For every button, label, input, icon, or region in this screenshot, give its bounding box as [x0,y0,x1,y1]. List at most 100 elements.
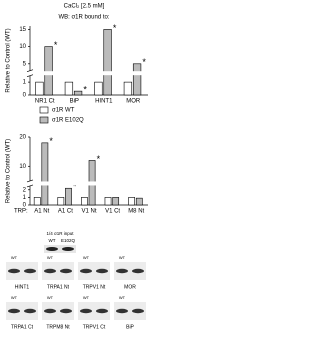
input-lane: E102Q [61,238,76,243]
blot-label: TRPM8 Nt [46,324,70,330]
blot [6,302,38,320]
figure: CaCl₂ [2.5 mM] WB: σ1R bound to: 1/4 σ1R… [6,4,148,330]
blot [114,302,146,320]
blot [6,262,38,280]
blot [78,262,110,280]
y-axis-label: Relative to Control (WT) [6,139,12,203]
bar [33,197,41,206]
x-tick-label: M8 Nt [128,209,144,215]
y-tick-label: 1 [23,195,27,201]
y-axis-label: Relative to Control (WT) [6,28,12,92]
bar [81,197,88,206]
y-tick-label: 0 [23,203,27,209]
axis-break [27,71,148,76]
break-mark [26,179,34,183]
bar [41,142,49,206]
legend-swatch [39,106,49,114]
significance: * [113,23,117,33]
break-mark [26,184,34,188]
title: CaCl₂ [2.5 mM] [64,4,105,10]
band [62,247,74,251]
blot-label: TRPV1 Ct [83,324,106,330]
y-tick-label: 10 [19,164,26,170]
blot-label: BiP [126,324,134,330]
band [80,268,92,274]
band [60,268,72,274]
legend-label: σ1R WT [52,108,75,114]
blot [114,262,146,280]
significance: * [49,136,53,146]
band [46,247,58,251]
bar [132,63,142,96]
blot [42,302,74,320]
blot [78,302,110,320]
y-tick-label: 15 [19,27,26,33]
band [132,308,144,314]
blot [44,245,76,253]
break-mark [26,74,34,78]
x-tick-label: V1 Ct [105,209,120,215]
band [44,268,56,274]
bar [104,197,112,206]
band [116,268,128,274]
significance: * [54,40,58,50]
lane-label: WT [47,295,54,300]
lane-label: WT [83,295,90,300]
y-tick-label: 20 [19,135,26,141]
x-tick-label: A1 Ct [58,209,73,215]
bar [94,81,103,96]
blot-label: TRPA1 Nt [47,284,70,290]
significance: * [97,154,101,164]
band [24,308,36,314]
band [8,308,20,314]
x-tick-label: NR1 Ct [35,99,55,105]
band [132,268,144,274]
x-tick-label: MOR [126,99,141,105]
x-axis-label: TRP: [14,209,28,215]
blot-label: MOR [124,284,136,290]
significance: * [142,57,146,67]
lane-label: WT [83,255,90,260]
legend-label: σ1R E102Q [52,118,84,124]
x-tick-label: BiP [70,99,79,105]
bar [64,81,74,96]
y-tick-label: 0 [23,93,27,99]
bar [123,81,133,96]
lane-label: WT [11,295,18,300]
bar [73,90,83,96]
bar [57,197,65,206]
band [8,268,20,274]
bar [65,187,72,206]
band [60,308,72,314]
blot-label: TRPV1 Nt [83,284,106,290]
subtitle: WB: σ1R bound to: [58,15,109,21]
bar [35,81,44,96]
y-tick-label: 2 [23,187,27,193]
significance: * [73,182,77,192]
lane-label: WT [47,255,54,260]
y-tick-label: 10 [19,44,26,50]
x-tick-label: V1 Nt [81,209,96,215]
blot-label: TRPA1 Ct [11,324,34,330]
axis-break [27,181,148,186]
input-lane: WT [49,238,56,243]
y-tick-label: 5 [23,61,27,67]
significance: * [83,85,87,95]
input-label: 1/4 σ1R input [46,231,74,236]
band [96,308,108,314]
break-mark [26,69,34,73]
band [96,268,108,274]
x-tick-label: HINT1 [95,99,113,105]
bar [44,46,53,96]
blot-label: HINT1 [15,284,30,290]
lane-label: WT [11,255,18,260]
x-tick-label: A1 Nt [34,209,49,215]
band [116,308,128,314]
band [44,308,56,314]
bar [112,197,120,206]
legend-swatch [39,116,49,124]
lane-label: WT [119,295,126,300]
bar [103,29,112,96]
bar [135,197,143,206]
band [80,308,92,314]
